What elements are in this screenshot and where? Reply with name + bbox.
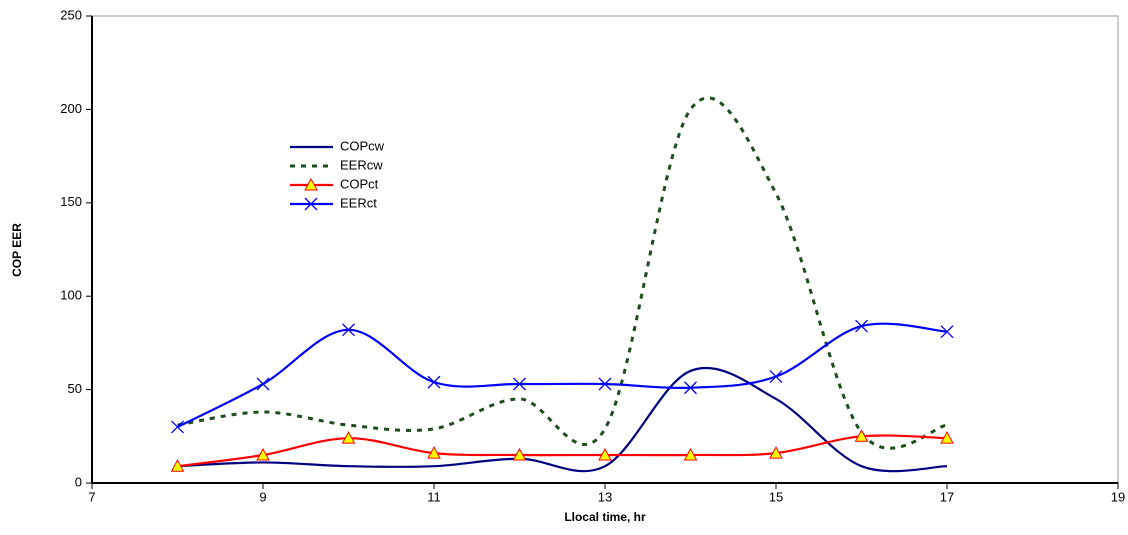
y-tick-label: 0 [75, 474, 82, 489]
y-tick-label: 100 [60, 288, 82, 303]
x-tick-label: 11 [427, 489, 441, 504]
y-tick-label: 50 [68, 381, 82, 396]
series-line [177, 96, 948, 450]
point-marker [256, 377, 270, 391]
point-marker [684, 381, 697, 395]
point-marker [342, 323, 355, 337]
point-marker [512, 447, 527, 461]
legend-label: COPct [340, 176, 379, 191]
series-line [177, 366, 948, 473]
y-axis-title: COP EER [10, 223, 24, 277]
point-marker [855, 319, 868, 333]
x-tick-label: 9 [259, 489, 266, 504]
x-tick-label: 7 [88, 489, 95, 504]
series-line [177, 322, 948, 428]
x-tick-label: 15 [769, 489, 783, 504]
point-marker [940, 325, 954, 339]
point-marker [769, 370, 783, 383]
legend-label: COPcw [340, 138, 385, 153]
x-tick-label: 13 [598, 489, 612, 504]
point-marker [256, 447, 270, 461]
point-marker [171, 420, 184, 434]
x-axis-title: Llocal time, hr [564, 510, 646, 524]
point-marker [854, 429, 869, 442]
x-tick-label: 19 [1111, 489, 1125, 504]
point-marker [513, 377, 526, 391]
point-marker [427, 446, 441, 459]
legend-label: EERct [340, 195, 377, 210]
point-marker [598, 377, 612, 391]
y-tick-label: 200 [60, 101, 82, 116]
legend-label: EERcw [340, 157, 383, 172]
point-marker [170, 459, 185, 472]
point-marker [427, 375, 441, 389]
point-marker [304, 197, 318, 211]
point-marker [304, 177, 318, 191]
x-tick-label: 17 [940, 489, 954, 504]
y-tick-label: 150 [60, 194, 82, 209]
point-marker [341, 431, 356, 444]
point-marker [940, 431, 954, 444]
point-marker [683, 447, 698, 461]
point-marker [598, 447, 612, 461]
series-line [177, 434, 948, 468]
point-marker [769, 446, 783, 459]
y-tick-label: 250 [60, 7, 82, 22]
